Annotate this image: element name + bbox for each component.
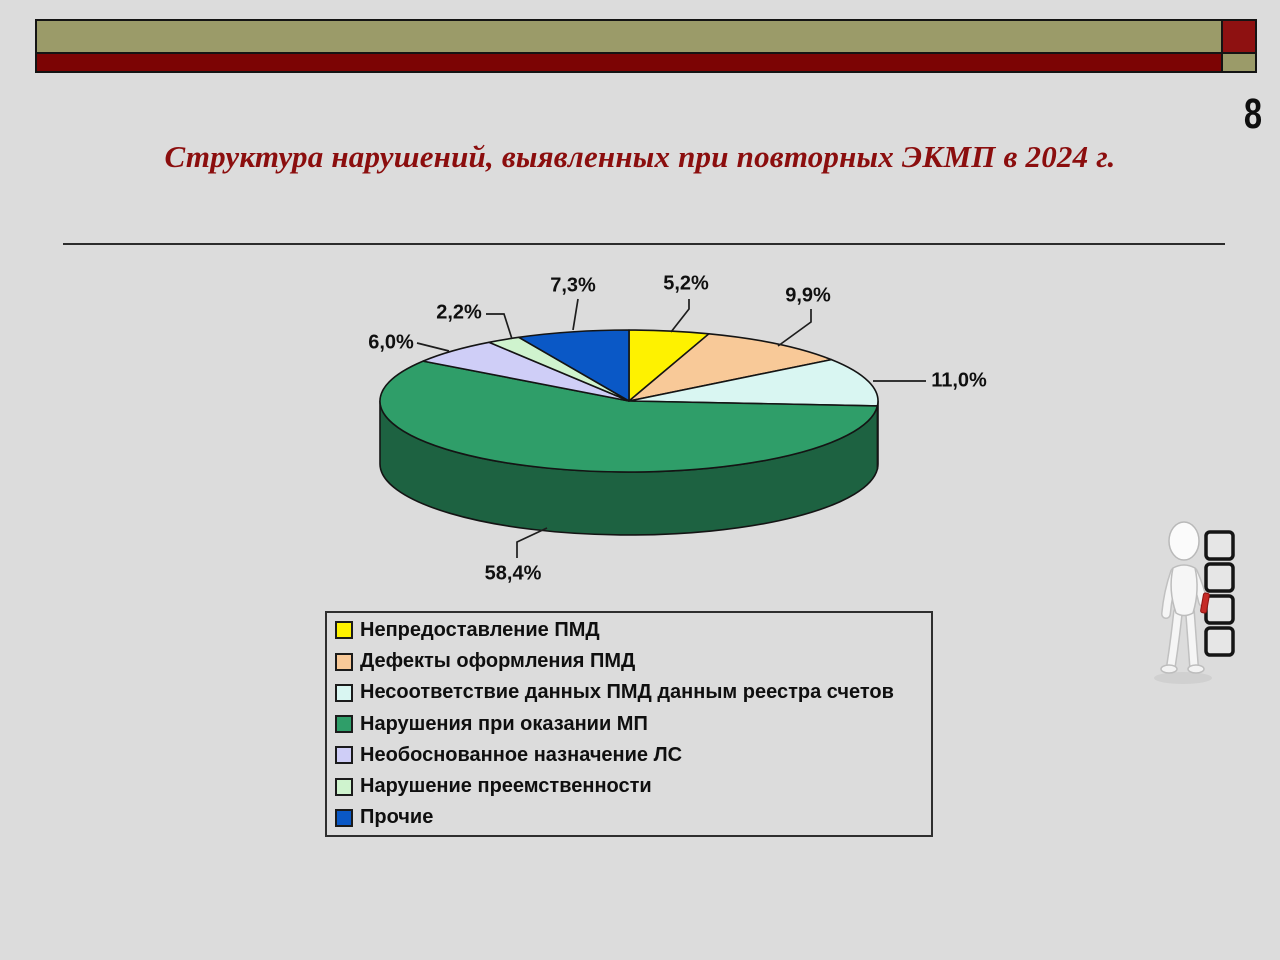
legend-label-2: Несоответствие данных ПМД данным реестра… xyxy=(360,681,894,704)
checkbox-icons xyxy=(1204,530,1235,657)
legend-label-4: Необоснованное назначение ЛС xyxy=(360,743,683,766)
leader-line-4 xyxy=(416,342,450,352)
checkbox-icon-3 xyxy=(1204,594,1235,625)
legend-swatch-4 xyxy=(335,746,353,765)
legend-swatch-5 xyxy=(335,777,353,796)
pie-3d-chart xyxy=(379,329,879,536)
figurine-clipart xyxy=(1154,521,1235,684)
figurine-shadow xyxy=(1154,672,1212,684)
legend-swatch-6 xyxy=(335,808,353,827)
person-figure xyxy=(1160,521,1210,674)
pie-label-5: 2,2% xyxy=(436,301,482,324)
header-corner-block-olive xyxy=(1221,52,1257,73)
divider-line xyxy=(63,243,1225,245)
pie-label-6: 7,3% xyxy=(550,274,596,297)
legend-row: Нарушения при оказании МП xyxy=(335,710,931,738)
person-torso xyxy=(1170,564,1198,617)
legend-label-6: Прочие xyxy=(360,806,434,829)
pie-slice-top-2 xyxy=(628,358,879,407)
legend-swatch-3 xyxy=(335,715,353,733)
leader-line-1 xyxy=(777,309,812,347)
leader-lines xyxy=(416,298,926,558)
legend-row: Дефекты оформления ПМД xyxy=(335,648,931,676)
legend-row: Необоснованное назначение ЛС xyxy=(335,741,931,769)
checkbox-icon-4 xyxy=(1204,626,1235,657)
pie-slice-top-1 xyxy=(628,333,833,402)
pie-label-2: 11,0% xyxy=(931,369,987,392)
pie-label-0: 5,2% xyxy=(663,272,709,295)
leader-line-0 xyxy=(670,299,690,333)
leader-line-5 xyxy=(486,313,513,340)
legend-row: Прочие xyxy=(335,804,931,832)
pie-slice-top-6 xyxy=(518,329,630,402)
legend-label-1: Дефекты оформления ПМД xyxy=(360,650,636,672)
page-number: 8 xyxy=(1243,90,1262,138)
checkbox-icon-1 xyxy=(1204,530,1235,561)
checkbox-icon-2 xyxy=(1204,562,1235,593)
pie-label-4: 6,0% xyxy=(368,331,414,354)
legend-label-0: Непредоставление ПМД xyxy=(360,618,600,641)
leader-line-6 xyxy=(572,298,579,331)
person-head xyxy=(1168,521,1200,561)
pie-label-1: 9,9% xyxy=(785,284,831,307)
pie-label-3: 58,4% xyxy=(484,562,542,585)
red-marker-icon xyxy=(1200,592,1210,614)
slide-title: Структура нарушений, выявленных при повт… xyxy=(164,139,1116,174)
legend-swatch-1 xyxy=(335,652,353,671)
leader-line-3 xyxy=(516,527,548,558)
legend-row: Несоответствие данных ПМД данным реестра… xyxy=(335,679,931,707)
legend-box: Непредоставление ПМД Дефекты оформления … xyxy=(325,611,933,837)
pie-slice-top-3 xyxy=(379,360,879,473)
legend-label-3: Нарушения при оказании МП xyxy=(360,712,648,735)
legend-swatch-2 xyxy=(335,683,353,702)
legend-label-5: Нарушение преемственности xyxy=(360,775,652,797)
legend-row: Непредоставление ПМД xyxy=(335,616,931,644)
legend-row: Нарушение преемственности xyxy=(335,773,931,801)
legend-swatch-0 xyxy=(335,621,353,640)
